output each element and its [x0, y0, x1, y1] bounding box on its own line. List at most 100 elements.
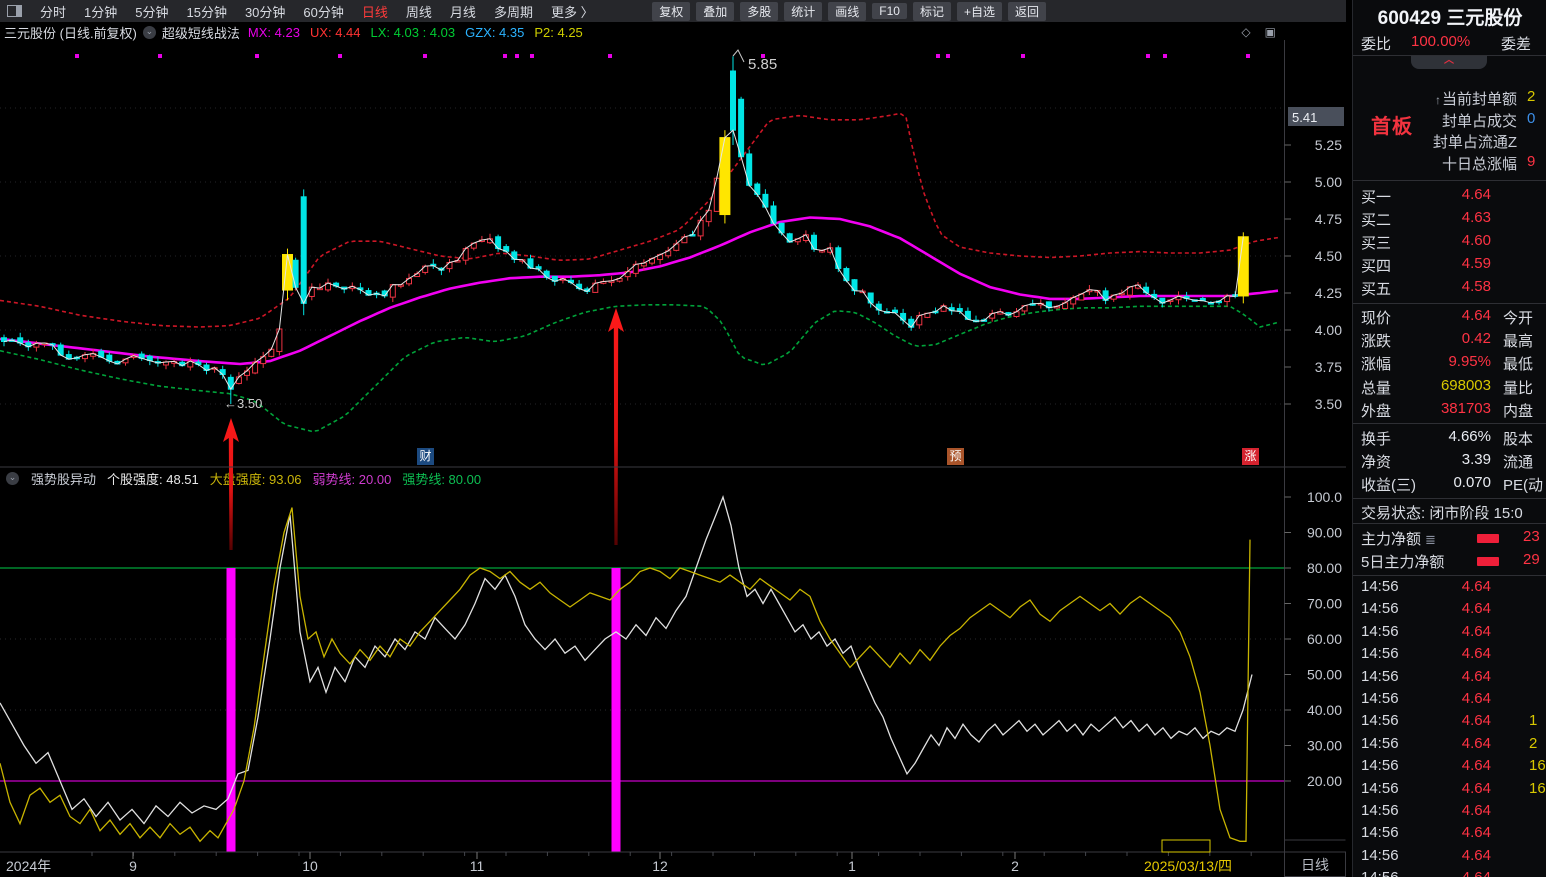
period-tab-60分钟[interactable]: 60分钟 — [303, 4, 344, 20]
candle-body — [1224, 295, 1231, 303]
candle-body — [543, 270, 550, 278]
period-tab-日线[interactable]: 日线 — [361, 4, 388, 20]
indicator-params: MX: 4.23 UX: 4.44 LX: 4.03 : 4.03 GZX: 4.35… — [248, 25, 583, 40]
candle-body — [276, 328, 283, 353]
buy-signal-arrow — [608, 308, 624, 545]
candle-body — [1021, 305, 1028, 312]
toolbar-button-标记[interactable]: 标记 — [912, 1, 951, 21]
time-and-sales-list[interactable]: 14:56 4.64 14:56 4.64 14:56 4.64 14:56 4.64 14:5… — [1353, 578, 1546, 877]
high-annotation: 5.85 — [748, 56, 777, 73]
candle-body — [122, 358, 129, 364]
candle-body — [754, 183, 761, 195]
divider — [1353, 55, 1546, 56]
candle-body — [527, 258, 534, 269]
seal-row-value: 2 — [1527, 88, 1536, 105]
quote-label-2: 流通 — [1503, 454, 1534, 471]
period-tab-15分钟[interactable]: 15分钟 — [186, 4, 227, 20]
toolbar-button-复权[interactable]: 复权 — [652, 1, 691, 21]
event-badge-涨[interactable]: 涨 — [1242, 448, 1259, 465]
signal-dot — [608, 54, 612, 58]
candle-body — [414, 273, 421, 278]
seal-row-label: 十日总涨幅 — [1441, 155, 1517, 173]
quote-value: 3.39 — [1461, 451, 1491, 468]
quote-row: 现价 4.64 今开 — [1353, 307, 1546, 329]
candle-body — [1070, 297, 1077, 305]
period-tab-30分钟[interactable]: 30分钟 — [244, 4, 286, 20]
sub-y-axis-label: 40.00 — [1307, 702, 1342, 718]
quote-value: 9.95% — [1448, 353, 1491, 371]
main-y-axis-label: 3.75 — [1315, 359, 1342, 375]
quote-label-2: 内盘 — [1503, 402, 1534, 420]
toolbar-button-统计[interactable]: 统计 — [784, 1, 823, 21]
bid-row[interactable]: 买三 4.60 — [1353, 232, 1546, 254]
period-tab-多周期[interactable]: 多周期 — [493, 4, 533, 20]
toolbar-button-返回[interactable]: 返回 — [1007, 1, 1046, 21]
window-split-icon[interactable] — [7, 5, 22, 17]
x-axis-label: 1 — [848, 858, 856, 874]
toolbar-button-叠加[interactable]: 叠加 — [696, 1, 735, 21]
bid-row[interactable]: 买五 4.58 — [1353, 278, 1546, 300]
period-tab-月线[interactable]: 月线 — [449, 4, 476, 20]
stock-code-name[interactable]: 600429 三元股份 — [1377, 8, 1523, 29]
indicator-param: MX: 4.23 — [247, 24, 300, 40]
candle-body — [932, 310, 939, 314]
period-tab-周线[interactable]: 周线 — [405, 4, 432, 20]
tick-row: 14:56 4.64 — [1353, 869, 1546, 877]
diamond-icon[interactable]: ◇ — [1241, 25, 1251, 39]
tick-price: 4.64 — [1461, 757, 1491, 775]
candle-body — [875, 303, 882, 311]
candle-body — [244, 370, 250, 376]
candle-body — [786, 233, 793, 243]
candle-body — [883, 311, 890, 314]
period-tab-更多 〉[interactable]: 更多 〉 — [550, 4, 594, 20]
candle-body — [41, 342, 48, 345]
main-chart-title-row: 三元股份 (日线.前复权) ⌄ 超级短线战法 MX: 4.23 UX: 4.44 L… — [0, 22, 1346, 42]
bid-row[interactable]: 买二 4.63 — [1353, 209, 1546, 231]
event-badge-财[interactable]: 财 — [417, 448, 434, 465]
candle-body — [138, 353, 145, 359]
bid-label: 买三 — [1361, 235, 1392, 252]
layout-icon[interactable]: ▣ — [1264, 25, 1276, 39]
signal-dot — [515, 54, 519, 58]
period-tab-1分钟[interactable]: 1分钟 — [84, 4, 118, 20]
seal-row-value: 0 — [1527, 109, 1536, 127]
candle-body — [73, 356, 80, 360]
tick-row: 14:56 4.64 — [1353, 802, 1546, 824]
tick-row: 14:56 4.64 2 — [1353, 735, 1546, 757]
candle-body — [956, 308, 963, 312]
event-badge-预[interactable]: 预 — [947, 448, 964, 465]
candle-body — [738, 98, 745, 158]
list-icon[interactable]: ≣ — [1425, 532, 1436, 547]
toolbar-button-多股[interactable]: 多股 — [740, 1, 779, 21]
toolbar-button-F10[interactable]: F10 — [872, 3, 907, 19]
period-tab-5分钟[interactable]: 5分钟 — [135, 4, 169, 20]
candle-body — [964, 310, 971, 320]
signal-dot — [946, 54, 950, 58]
candle-body — [1045, 301, 1052, 309]
chevron-down-icon[interactable]: ⌄ — [142, 25, 156, 39]
candle-body — [616, 277, 623, 282]
candle-body — [98, 350, 105, 358]
bid-label: 买二 — [1361, 212, 1392, 229]
bid-row[interactable]: 买一 4.64 — [1353, 186, 1546, 208]
period-label[interactable]: 日线 — [1301, 857, 1329, 873]
candle-body — [1143, 286, 1150, 294]
close-price-line — [3, 129, 1244, 391]
quote-label: 涨幅 — [1361, 356, 1392, 374]
collapse-panel-tab[interactable]: ︿ — [1411, 56, 1487, 69]
candle-body — [487, 238, 493, 244]
tick-row: 14:56 4.64 — [1353, 645, 1546, 667]
toolbar-button-画线[interactable]: 画线 — [828, 1, 867, 21]
period-tab-分时[interactable]: 分时 — [40, 4, 67, 20]
chevron-down-icon[interactable]: ⌄ — [6, 472, 19, 485]
chart-canvas[interactable]: 5.85 ←3.50 5.41 5.25 5.00 4.75 4.50 4.25 4.00 3.7… — [0, 22, 1346, 877]
x-axis-label: 9 — [129, 858, 137, 874]
tick-row: 14:56 4.64 — [1353, 578, 1546, 600]
candle-body — [106, 354, 113, 362]
toolbar-button-+自选[interactable]: +自选 — [956, 1, 1002, 21]
sub-y-axis-label: 20.00 — [1307, 773, 1342, 789]
tick-price: 4.64 — [1461, 622, 1491, 640]
bid-row[interactable]: 买四 4.59 — [1353, 255, 1546, 277]
candle-body — [705, 209, 712, 223]
high-annotation-mark — [732, 49, 745, 63]
